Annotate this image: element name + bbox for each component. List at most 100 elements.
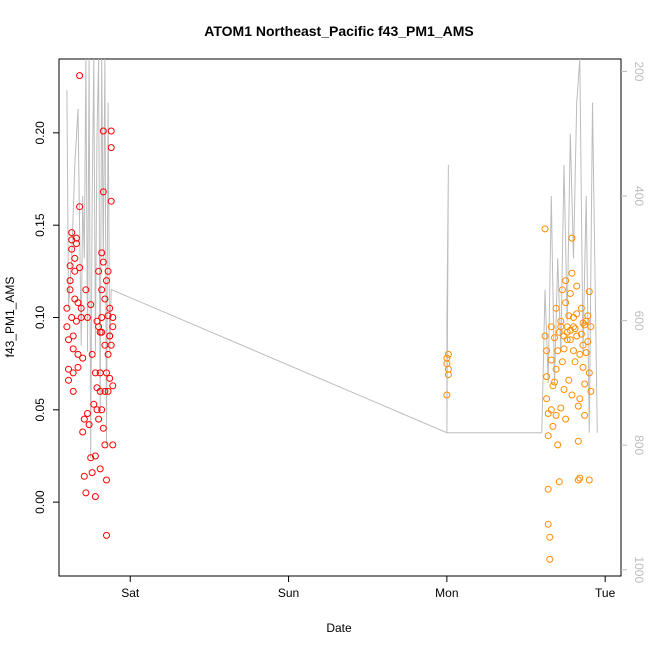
scatter-point: [574, 476, 582, 484]
scatter-point: [101, 387, 109, 395]
scatter-point: [69, 387, 77, 395]
scatter-point: [104, 267, 112, 275]
scatter-point: [579, 319, 587, 327]
scatter-point: [565, 312, 573, 320]
scatter-point: [581, 380, 589, 388]
scatter-point: [84, 410, 91, 417]
scatter-point: [88, 469, 96, 477]
scatter-point: [552, 365, 560, 373]
scatter-point: [69, 369, 77, 377]
scatter-point: [104, 312, 112, 320]
scatter-point: [87, 301, 95, 309]
y-tick-label: 0.20: [33, 121, 47, 145]
scatter-point: [551, 334, 558, 342]
scatter-point: [68, 314, 76, 321]
scatter-point: [107, 144, 115, 152]
scatter-point: [568, 269, 576, 277]
scatter-point: [566, 336, 574, 344]
scatter-point: [568, 391, 576, 399]
scatter-point: [576, 395, 584, 403]
scatter-point: [79, 354, 87, 362]
scatter-point: [579, 341, 587, 349]
scatter-point: [585, 476, 593, 484]
scatter-point: [79, 428, 87, 436]
scatter-point: [552, 411, 560, 419]
scatter-point: [582, 349, 590, 357]
y-tick-label: 0.10: [33, 305, 47, 329]
scatter-point: [443, 391, 451, 399]
x-tick-label: Sun: [278, 586, 299, 600]
scatter-point: [71, 254, 79, 262]
scatter-point: [543, 395, 551, 403]
scatter-point: [106, 332, 114, 340]
scatter-point: [72, 317, 80, 325]
scatter-point: [544, 432, 552, 440]
scatter-point: [571, 358, 579, 366]
scatter-point: [104, 387, 112, 395]
scatter-point: [101, 441, 109, 449]
scatter-point: [552, 304, 560, 312]
scatter-point: [543, 347, 551, 355]
scatter-point: [85, 421, 93, 429]
scatter-point: [99, 258, 107, 266]
y2-tick-label: 800: [632, 435, 646, 455]
scatter-point: [585, 369, 593, 377]
scatter-point: [87, 454, 95, 462]
scatter-point: [71, 295, 79, 303]
scatter-point: [74, 350, 82, 358]
scatter-point: [66, 277, 74, 285]
scatter-point: [103, 277, 110, 285]
scatter-point: [562, 299, 570, 307]
scatter-point: [109, 323, 117, 331]
scatter-point: [573, 332, 581, 340]
scatter-point: [91, 452, 99, 460]
scatter-point: [570, 323, 577, 331]
scatter-point: [69, 332, 77, 340]
scatter-point: [557, 323, 565, 331]
scatter-point: [68, 236, 76, 244]
scatter-point: [571, 325, 579, 333]
scatter-point: [547, 323, 555, 331]
scatter-point: [96, 328, 104, 336]
scatter-point: [547, 356, 555, 364]
scatter-point: [549, 382, 557, 390]
scatter-point: [568, 234, 576, 242]
scatter-point: [63, 323, 71, 331]
scatter-point: [560, 386, 568, 393]
scatter-point: [95, 415, 103, 423]
plot-frame: [58, 58, 622, 577]
scatter-point: [581, 411, 589, 419]
scatter-point: [96, 387, 104, 395]
axes-layer: Sat Sun Mon Tue 0.00 0.05 0.10 0.15 0.20 200 400 60…: [33, 61, 646, 600]
scatter-point: [557, 404, 565, 412]
plot-layer: [63, 58, 598, 563]
scatter-point: [93, 406, 101, 414]
scatter-point: [68, 245, 76, 253]
scatter-point: [77, 304, 85, 312]
scatter-point: [444, 350, 452, 358]
scatter-point: [65, 336, 72, 344]
scatter-point: [82, 489, 90, 497]
y2-tick-label: 200: [632, 61, 646, 81]
scatter-point: [551, 378, 558, 386]
scatter-point: [65, 365, 72, 373]
scatter-point: [584, 312, 592, 320]
scatter-point: [573, 282, 581, 290]
scatter-point: [563, 328, 571, 336]
scatter-point: [574, 402, 582, 410]
y2-tick-label: 600: [632, 311, 646, 331]
scatter-point: [90, 400, 98, 408]
scatter-point: [587, 387, 595, 395]
scatter-point: [74, 363, 82, 371]
scatter-point: [74, 299, 82, 307]
scatter-point: [82, 286, 90, 294]
scatter-point: [107, 197, 115, 205]
scatter-point: [576, 350, 584, 358]
scatter-point: [541, 225, 549, 233]
scatter-point: [547, 406, 555, 414]
scatter-point: [576, 474, 584, 482]
scatter-point: [103, 476, 110, 484]
scatter-point: [560, 345, 568, 353]
scatter-point: [76, 264, 84, 272]
